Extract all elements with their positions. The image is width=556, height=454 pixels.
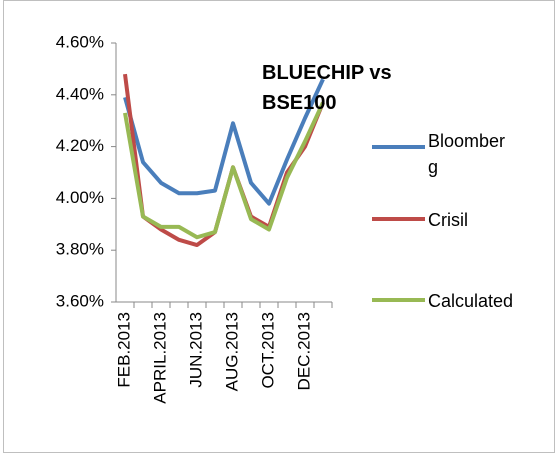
y-tick-label: 4.40% <box>56 84 104 103</box>
x-tick-label: AUG.2013 <box>222 312 241 391</box>
series-line <box>123 101 325 240</box>
y-tick-label: 4.60% <box>56 32 104 51</box>
x-tick-label: JUN.2013 <box>186 312 205 388</box>
x-tick-label: FEB.2013 <box>114 312 133 388</box>
x-tick-label: OCT.2013 <box>258 312 277 389</box>
x-tick-label: DEC.2013 <box>294 312 313 390</box>
series-line <box>123 78 325 206</box>
legend-label: Bloomberg <box>428 131 506 177</box>
legend-label: Calculated <box>428 291 514 311</box>
y-tick-label: 3.80% <box>56 240 104 259</box>
x-tick-label: APRIL.2013 <box>150 312 169 404</box>
y-tick-label: 3.60% <box>56 291 104 310</box>
y-tick-label: 4.00% <box>56 188 104 207</box>
chart-title: BLUECHIP vs BSE100 <box>262 62 392 114</box>
y-tick-label: 4.20% <box>56 136 104 155</box>
legend-label: Crisil <box>428 210 468 230</box>
chart-border <box>3 0 555 453</box>
